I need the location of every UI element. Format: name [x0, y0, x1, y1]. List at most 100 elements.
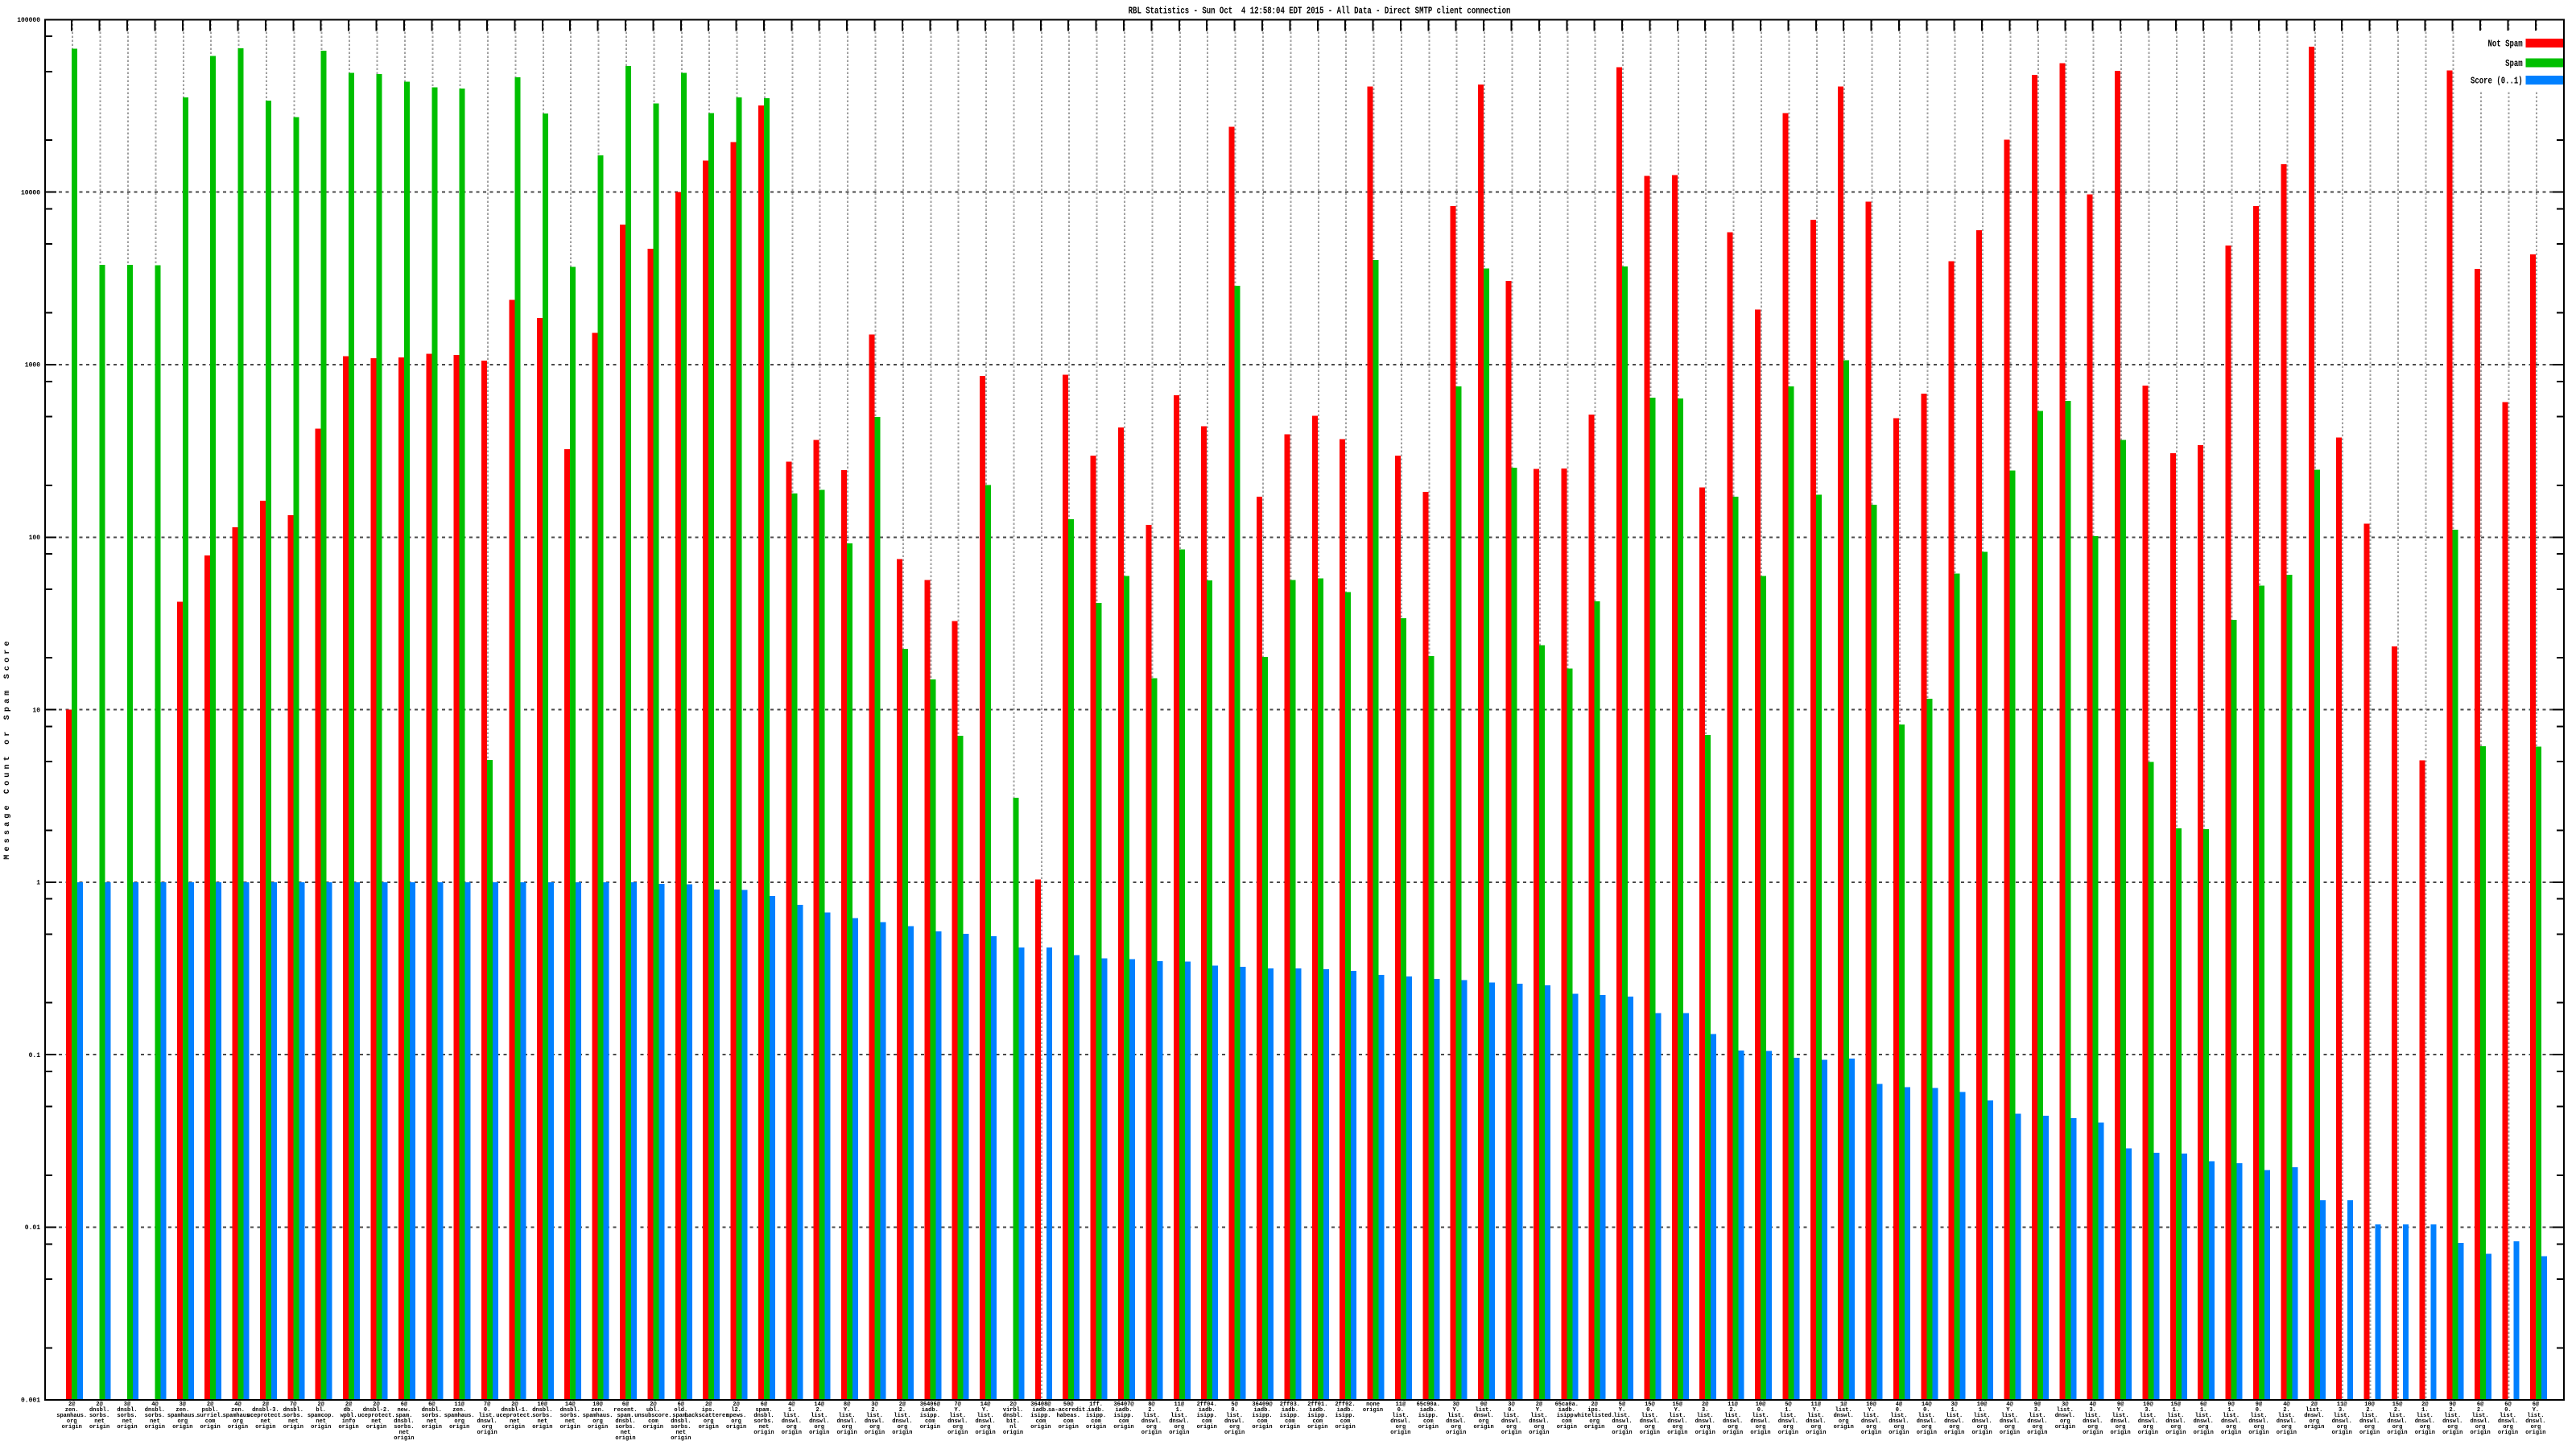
svg-text:dnswl.: dnswl. — [1695, 1418, 1715, 1425]
svg-text:org: org — [2531, 1424, 2541, 1430]
svg-text:sorbs.: sorbs. — [671, 1424, 691, 1430]
svg-text:net: net — [427, 1418, 437, 1425]
svg-text:origin: origin — [726, 1424, 746, 1430]
svg-text:org: org — [2392, 1424, 2403, 1430]
svg-text:spamhaus.: spamhaus. — [583, 1413, 613, 1419]
svg-text:8@: 8@ — [844, 1402, 851, 1408]
svg-text:list.: list. — [1807, 1413, 1824, 1419]
svg-text:net: net — [371, 1418, 382, 1425]
svg-text:net: net — [621, 1430, 631, 1436]
svg-text:dnswl.: dnswl. — [1723, 1418, 1743, 1425]
svg-text:wpbl.: wpbl. — [341, 1413, 357, 1419]
svg-text:dnsbl.: dnsbl. — [89, 1407, 109, 1414]
svg-text:dnswl.: dnswl. — [1917, 1418, 1937, 1425]
svg-text:list.: list. — [1669, 1413, 1686, 1419]
svg-text:10@: 10@ — [2364, 1402, 2375, 1408]
svg-text:origin: origin — [1224, 1430, 1245, 1436]
svg-text:org: org — [1396, 1424, 1406, 1430]
svg-text:14@: 14@ — [1922, 1402, 1932, 1408]
svg-text:1.: 1. — [1785, 1407, 1791, 1414]
svg-text:net: net — [94, 1418, 105, 1425]
svg-text:2@: 2@ — [650, 1402, 657, 1408]
svg-text:6@: 6@ — [622, 1402, 630, 1408]
svg-text:org: org — [592, 1418, 603, 1425]
svg-text:dnswl.: dnswl. — [1861, 1418, 1881, 1425]
svg-text:net: net — [150, 1418, 160, 1425]
svg-text:zen.: zen. — [452, 1407, 466, 1414]
svg-text:6@: 6@ — [401, 1402, 408, 1408]
svg-text:origin: origin — [117, 1424, 137, 1430]
svg-text:10000: 10000 — [21, 189, 40, 196]
svg-text:list.: list. — [2223, 1413, 2240, 1419]
svg-text:com: com — [1036, 1418, 1046, 1425]
svg-text:origin: origin — [1778, 1430, 1798, 1436]
svg-text:1.: 1. — [788, 1407, 795, 1414]
svg-text:list.: list. — [1530, 1413, 1547, 1419]
svg-text:org: org — [1728, 1424, 1738, 1430]
svg-text:origin: origin — [2277, 1430, 2297, 1436]
svg-text:dnswl.: dnswl. — [2055, 1413, 2075, 1419]
svg-text:2ff01.: 2ff01. — [1307, 1402, 1327, 1408]
svg-text:com: com — [1562, 1418, 1572, 1425]
svg-text:0.: 0. — [1508, 1407, 1514, 1414]
svg-text:origin: origin — [2415, 1430, 2435, 1436]
svg-text:2@: 2@ — [2311, 1402, 2318, 1408]
svg-text:origin: origin — [505, 1424, 525, 1430]
svg-text:org: org — [2309, 1418, 2319, 1425]
svg-text:list.: list. — [1641, 1413, 1658, 1419]
svg-text:list.: list. — [2500, 1413, 2516, 1419]
svg-text:3.: 3. — [2034, 1407, 2041, 1414]
svg-text:origin: origin — [643, 1424, 663, 1430]
svg-text:dnsbl.: dnsbl. — [560, 1407, 580, 1414]
svg-text:org: org — [2033, 1424, 2043, 1430]
svg-text:list.: list. — [2057, 1407, 2074, 1414]
svg-text:list.: list. — [811, 1413, 828, 1419]
svg-text:4@: 4@ — [788, 1402, 795, 1408]
svg-text:list.: list. — [2195, 1413, 2212, 1419]
svg-text:2ff04.: 2ff04. — [1197, 1402, 1217, 1408]
svg-text:origin: origin — [2498, 1430, 2518, 1436]
svg-text:list.: list. — [1476, 1407, 1492, 1414]
svg-text:9@: 9@ — [2449, 1402, 2456, 1408]
svg-text:0.: 0. — [1397, 1407, 1404, 1414]
svg-text:dnsbl.: dnsbl. — [615, 1418, 635, 1425]
svg-text:5@: 5@ — [1785, 1402, 1792, 1408]
svg-text:2@: 2@ — [317, 1402, 324, 1408]
svg-text:list.: list. — [479, 1413, 496, 1419]
svg-text:Score (0..1): Score (0..1) — [2471, 76, 2523, 87]
svg-text:isipp.: isipp. — [1557, 1413, 1577, 1419]
svg-text:origin: origin — [671, 1435, 691, 1442]
svg-text:origin: origin — [920, 1424, 940, 1430]
svg-text:list.: list. — [2167, 1413, 2184, 1419]
svg-text:org: org — [980, 1424, 991, 1430]
svg-text:origin: origin — [1529, 1430, 1549, 1436]
svg-text:list.: list. — [2361, 1413, 2378, 1419]
svg-text:100000: 100000 — [17, 17, 40, 24]
svg-text:list.: list. — [1170, 1413, 1187, 1419]
svg-text:org: org — [1866, 1424, 1876, 1430]
svg-text:11@: 11@ — [454, 1402, 464, 1408]
svg-text:list.: list. — [2029, 1413, 2046, 1419]
svg-text:0.1: 0.1 — [29, 1052, 41, 1059]
svg-text:2.: 2. — [2449, 1407, 2455, 1414]
svg-text:iadb.: iadb. — [1115, 1407, 1132, 1414]
svg-text:org: org — [1700, 1424, 1711, 1430]
svg-text:dnsbl.: dnsbl. — [145, 1407, 165, 1414]
svg-text:2@: 2@ — [262, 1402, 270, 1408]
svg-text:2.: 2. — [899, 1407, 906, 1414]
svg-text:com: com — [925, 1418, 935, 1425]
svg-text:3@: 3@ — [871, 1402, 878, 1408]
svg-text:0.: 0. — [1231, 1407, 1237, 1414]
svg-text:2@: 2@ — [96, 1402, 103, 1408]
svg-text:dnswl.: dnswl. — [782, 1418, 802, 1425]
svg-text:org: org — [1174, 1424, 1184, 1430]
svg-text:isipp.: isipp. — [1335, 1413, 1355, 1419]
svg-text:origin: origin — [2332, 1430, 2352, 1436]
svg-text:psbl.: psbl. — [202, 1407, 219, 1414]
svg-text:org: org — [814, 1424, 824, 1430]
svg-text:14@: 14@ — [814, 1402, 824, 1408]
svg-text:isipp.: isipp. — [920, 1413, 940, 1419]
svg-text:ips.: ips. — [1587, 1407, 1601, 1414]
svg-text:origin: origin — [2194, 1430, 2214, 1436]
svg-text:dnswl.: dnswl. — [2194, 1418, 2214, 1425]
